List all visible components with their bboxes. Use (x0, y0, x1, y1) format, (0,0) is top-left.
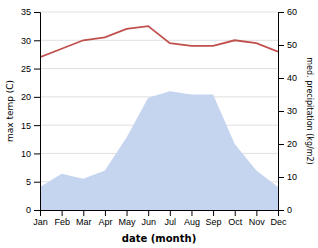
tick-label: 10 (21, 149, 31, 159)
tick-label: Apr (98, 217, 112, 227)
tick-label: 20 (287, 139, 297, 149)
tick: 50 (278, 40, 297, 50)
tick: Oct (228, 210, 243, 227)
grid-line (40, 12, 278, 13)
tick: Nov (249, 210, 266, 227)
tick: 20 (21, 92, 40, 102)
tick-mark (34, 153, 40, 154)
tick-label: 5 (26, 177, 31, 187)
y-axis: 0 5 10 15 20 25 30 35 (21, 7, 41, 215)
tick-label: 20 (21, 92, 31, 102)
axis-line (34, 13, 41, 211)
tick: 30 (21, 36, 40, 46)
plot: JanFebMarAprMayJunJulAugSepOctNovDec0510… (21, 7, 297, 227)
tick: 15 (21, 121, 40, 131)
tick-label: Aug (184, 217, 200, 227)
tick-label: May (119, 217, 137, 227)
tick: 20 (278, 139, 297, 149)
tick-label: 30 (21, 36, 31, 46)
x-axis: Jan Feb Mar Apr May Jun Jul Aug Sep Oct Nov Dec (33, 210, 287, 227)
tick: Aug (184, 210, 200, 227)
tick-label: 0 (26, 205, 31, 215)
axis-line (41, 211, 279, 217)
tick: 5 (26, 177, 40, 187)
tick-mark (127, 210, 128, 216)
tick-label: 35 (21, 7, 31, 17)
tick-label: Mar (76, 217, 92, 227)
tick: Feb (54, 210, 70, 227)
area (40, 91, 278, 210)
tick-mark (278, 210, 284, 211)
tick: 25 (21, 64, 40, 74)
tick: 40 (278, 73, 297, 83)
tick-label: 15 (21, 121, 31, 131)
tick: May (119, 210, 137, 227)
tick-mark (62, 210, 63, 216)
tick: 10 (21, 149, 40, 159)
tick-mark (278, 78, 284, 79)
tick: Apr (98, 210, 112, 227)
tick-mark (278, 111, 284, 112)
tick-label: Nov (249, 217, 266, 227)
tick: Mar (76, 210, 92, 227)
tick-mark (278, 12, 284, 13)
tick-mark (34, 40, 40, 41)
chart: JanFebMarAprMayJunJulAugSepOctNovDec0510… (0, 0, 318, 248)
tick-mark (191, 210, 192, 216)
tick: 0 (278, 205, 292, 215)
tick: Sep (206, 210, 222, 227)
y-axis-title: max temp (C) (5, 80, 15, 142)
tick-label: 25 (21, 64, 31, 74)
tick-mark (34, 210, 40, 211)
tick: 35 (21, 7, 40, 17)
tick-label: Jun (141, 217, 156, 227)
tick: Jul (165, 210, 177, 227)
tick-label: Jul (165, 217, 177, 227)
tick-mark (235, 210, 236, 216)
tick-label: Jan (33, 217, 48, 227)
tick: Dec (270, 210, 287, 227)
x-axis-title: date (month) (122, 233, 196, 244)
tick: 30 (278, 106, 297, 116)
tick: 10 (278, 172, 297, 182)
tick-label: 10 (287, 172, 297, 182)
tick-mark (105, 210, 106, 216)
grid-line (40, 68, 278, 69)
tick-mark (256, 210, 257, 216)
tick-label: 0 (287, 205, 292, 215)
tick-label: Sep (206, 217, 222, 227)
grid (40, 12, 278, 210)
y2-axis: 0 10 20 30 40 50 60 (278, 7, 297, 215)
marks (40, 26, 278, 210)
tick-mark (278, 45, 284, 46)
tick-mark (34, 97, 40, 98)
tick-mark (34, 12, 40, 13)
tick-mark (83, 210, 84, 216)
tick-label: 30 (287, 106, 297, 116)
tick-label: 60 (287, 7, 297, 17)
tick-mark (278, 144, 284, 145)
tick-label: Feb (54, 217, 70, 227)
tick: Jun (141, 210, 156, 227)
tick-mark (148, 210, 149, 216)
tick-mark (278, 177, 284, 178)
y2-axis-title: med. precipitation (kg/m2) (305, 57, 314, 164)
tick: 60 (278, 7, 297, 17)
tick-label: Oct (228, 217, 243, 227)
tick-mark (34, 69, 40, 70)
axis-line (279, 13, 285, 211)
tick: Jan (33, 210, 48, 227)
tick-mark (213, 210, 214, 216)
tick-mark (34, 125, 40, 126)
line (40, 26, 278, 57)
tick-label: 40 (287, 73, 297, 83)
tick-label: Dec (270, 217, 287, 227)
tick-mark (170, 210, 171, 216)
tick: 0 (26, 205, 40, 215)
tick-mark (34, 182, 40, 183)
tick-label: 50 (287, 40, 297, 50)
